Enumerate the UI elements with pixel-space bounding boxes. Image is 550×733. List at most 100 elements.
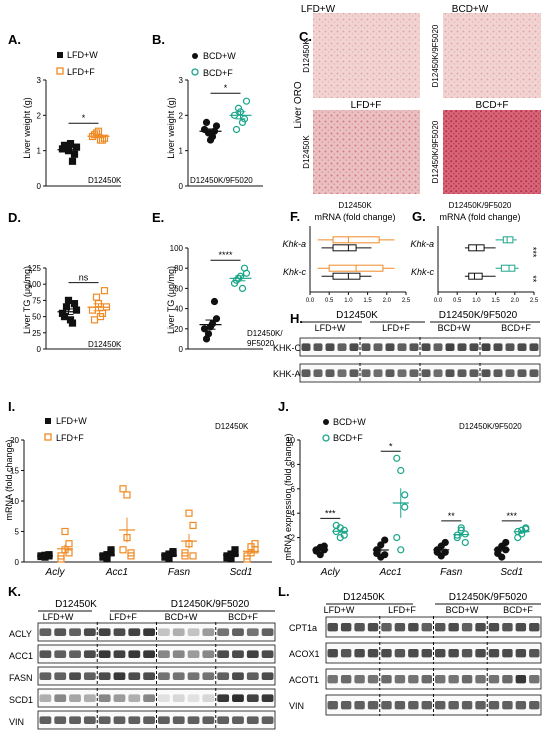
chart-j-point-1-0-5: [381, 551, 389, 559]
blot-k-band-row-0-band-2: [69, 628, 81, 636]
blot-k-band-row-2-band-6: [128, 672, 141, 680]
chart-b-point-1-1: [234, 104, 243, 112]
chart-d-ytick-label-1: 25: [32, 329, 41, 338]
blot-h-group-1: LFD+W: [315, 323, 346, 333]
blot-k-band-row-3-band-13: [232, 694, 244, 702]
blot-l-band-row-2-band-9: [448, 675, 459, 684]
annotation-j: D12450K/9F5020: [459, 422, 522, 431]
oro-image-lfd-w: [313, 13, 420, 98]
blot-l-band-row-3-band-4: [381, 701, 392, 710]
chart-a-point-1-5: [94, 127, 103, 135]
blot-l-band-row-1-band-0: [327, 649, 338, 658]
blot-l-band-row-0-band-2: [354, 623, 365, 632]
blot-k-band-row-1-band-15: [261, 650, 274, 658]
legend-label-lfd-f: LFD+F: [67, 67, 95, 77]
blot-k-band-row-0-band-0: [39, 628, 52, 636]
blot-k-label-1: ACC1: [9, 651, 33, 661]
blot-l-band-row-1-band-3: [367, 649, 379, 658]
chart-j-point-1-1-3: [393, 533, 401, 542]
oro-image-bcd-w: [443, 13, 541, 98]
blot-k-band-row-3-band-5: [113, 694, 126, 702]
blot-k-band-row-2-band-13: [232, 672, 244, 680]
chart-a-ytick-label-0: 0: [37, 182, 42, 191]
ylabel-d: Liver TG (μg/mg): [22, 266, 32, 334]
chart-e-ytick-label-4: 80: [174, 264, 183, 273]
legend-i-marker-lfd-f: [44, 433, 52, 441]
chart-j-point-3-1-3: [514, 533, 522, 542]
blot-k-band-row-3-band-4: [98, 694, 111, 702]
blot-k-band-row-0-band-3: [83, 628, 96, 636]
blot-l-band-row-3-band-8: [435, 701, 446, 710]
chart-j-ytick-label-1: 2: [291, 534, 296, 543]
blot-k-band-row-3-band-12: [217, 694, 230, 702]
blot-h-khk-c-band-15: [481, 343, 491, 351]
blot-h-khk-a-band-17: [505, 369, 515, 377]
blot-k-diet-2: D12450K/9F5020: [171, 599, 250, 610]
chart-g-xtick-label-2: 1.0: [472, 298, 481, 304]
blot-k-band-row-1-band-6: [128, 650, 141, 658]
blot-k-band-row-4-band-0: [39, 716, 52, 724]
blot-h-khk-a-band-12: [445, 369, 455, 377]
blot-h-bands: [299, 337, 541, 383]
blot-l-band-row-0-band-7: [421, 623, 432, 632]
blot-l-bands: [325, 616, 542, 716]
blot-l-labels: CPT1a ACOX1 ACOT1 VIN: [289, 623, 320, 711]
blot-h-khk-a-band-14: [469, 369, 479, 377]
blot-h-label-khk-c: KHK-C: [273, 343, 302, 353]
blot-h-khk-a-band-11: [433, 369, 443, 377]
panel-letter-a: A.: [8, 32, 21, 47]
blot-k-band-row-1-band-1: [54, 650, 67, 658]
blot-h-khk-a-band-3: [337, 369, 347, 377]
blot-l-band-row-0-band-1: [340, 623, 352, 632]
blot-l-band-row-2-band-4: [381, 675, 392, 684]
blot-l-band-row-3-band-11: [475, 701, 486, 710]
oro-image-lfd-f: [313, 110, 420, 194]
blot-h-khk-c-band-2: [325, 343, 335, 351]
chart-i-point-0-1-1: [61, 527, 69, 536]
blot-h-khk-c-band-13: [457, 343, 467, 351]
chart-f-box-0-0: [332, 244, 357, 252]
chart-i-point-2-0-5: [169, 548, 177, 556]
chart-f-xtick-label-2: 1.0: [344, 298, 353, 304]
chart-g-sig-0: ***: [528, 247, 538, 258]
blot-k-band-row-4-band-10: [187, 716, 200, 724]
blot-l-band-row-2-band-8: [435, 675, 446, 684]
blot-h-khk-a-band-15: [481, 369, 491, 377]
blot-h-khk-c-band-14: [469, 343, 479, 351]
ylabel-i: mRNA (fold change): [4, 439, 14, 520]
blot-k-group-3: BCD+W: [165, 612, 198, 622]
blot-l-band-row-1-band-14: [515, 649, 527, 658]
chart-b-sig-label: *: [224, 83, 228, 93]
chart-j-point-1-1-4: [397, 546, 405, 554]
blot-l-band-row-2-band-14: [515, 675, 527, 684]
chart-j-point-1-0-4: [377, 541, 385, 549]
blot-h-khk-a-band-13: [457, 369, 467, 377]
legend-j-marker-bcd-w: [323, 419, 329, 425]
chart-j-category-0: Acly: [320, 567, 341, 578]
blot-l-band-row-2-band-10: [461, 675, 473, 684]
blot-l-group-4: BCD+F: [503, 605, 533, 615]
blot-k-band-row-2-band-1: [54, 672, 67, 680]
legend-marker-lfd-f: [56, 67, 64, 75]
chart-i-category-2: Fasn: [168, 567, 191, 578]
blot-k-band-row-4-band-12: [217, 716, 230, 724]
blot-k-band-row-1-band-5: [113, 650, 126, 658]
chart-j-point-1-1-1: [397, 466, 405, 475]
chart-b-point-0-4: [202, 118, 211, 127]
blot-h-khk-c-band-6: [373, 343, 383, 351]
blot-l-band-row-2-band-0: [327, 675, 338, 684]
chart-i-point-1-1-0: [119, 546, 127, 554]
chart-d-point-1-4: [90, 316, 99, 324]
chart-d-point-1-0: [88, 306, 97, 314]
blot-l-band-row-3-band-5: [394, 701, 406, 710]
blot-k-band-row-3-band-1: [54, 694, 67, 702]
blot-h-khk-a-band-6: [373, 369, 383, 377]
blot-k-band-row-1-band-7: [143, 650, 155, 658]
chart-j-ytick-label-5: 10: [286, 436, 295, 445]
blot-l-band-row-3-band-7: [421, 701, 432, 710]
chart-i-ytick-label-1: 5: [15, 528, 20, 537]
blot-k-band-row-3-band-3: [83, 694, 96, 702]
chart-i-point-1-1-1: [123, 491, 131, 499]
panel-i-labels: LFD+W LFD+F D12450K mRNA (fold change): [4, 416, 249, 521]
chart-i-point-1-1-3: [119, 485, 127, 493]
